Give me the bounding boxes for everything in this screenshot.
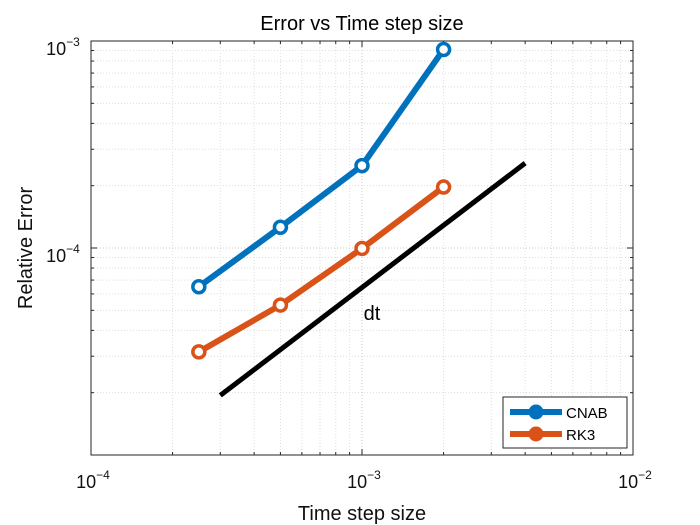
x-tick-label: 10−4 — [76, 468, 110, 492]
x-tick-label: 10−2 — [618, 468, 652, 492]
x-axis-label: Time step size — [298, 503, 426, 525]
axis-ticks — [90, 41, 633, 456]
legend: CNAB RK3 — [502, 396, 628, 449]
series-point-cnab — [272, 219, 289, 235]
y-tick-label: 10−3 — [46, 35, 80, 59]
legend-marker-rk3 — [528, 426, 544, 442]
y-tick-label: 10−4 — [46, 242, 80, 266]
series-point-cnab — [354, 157, 370, 174]
tick-labels: 10−4 10−3 10−2 10−4 10−3 — [46, 35, 652, 492]
x-tick-label: 10−3 — [347, 468, 381, 492]
series-point-rk3 — [435, 179, 452, 195]
reference-label-dt: dt — [364, 303, 381, 325]
series-point-cnab — [191, 278, 207, 295]
legend-label-cnab: CNAB — [566, 405, 608, 422]
series-point-rk3 — [354, 240, 370, 257]
legend-marker-cnab — [528, 404, 544, 420]
series-line-cnab — [195, 46, 447, 290]
y-axis-label: Relative Error — [15, 187, 37, 310]
series-point-cnab — [435, 41, 452, 58]
series-point-rk3 — [191, 344, 207, 360]
reference-line-dt — [218, 161, 527, 398]
series-point-rk3 — [272, 297, 289, 313]
legend-box — [502, 396, 628, 449]
series-layer — [191, 41, 452, 360]
chart-title: Error vs Time step size — [260, 13, 463, 35]
legend-label-rk3: RK3 — [566, 427, 595, 444]
reference-layer: dt — [218, 161, 527, 398]
series-line-rk3 — [195, 184, 447, 355]
